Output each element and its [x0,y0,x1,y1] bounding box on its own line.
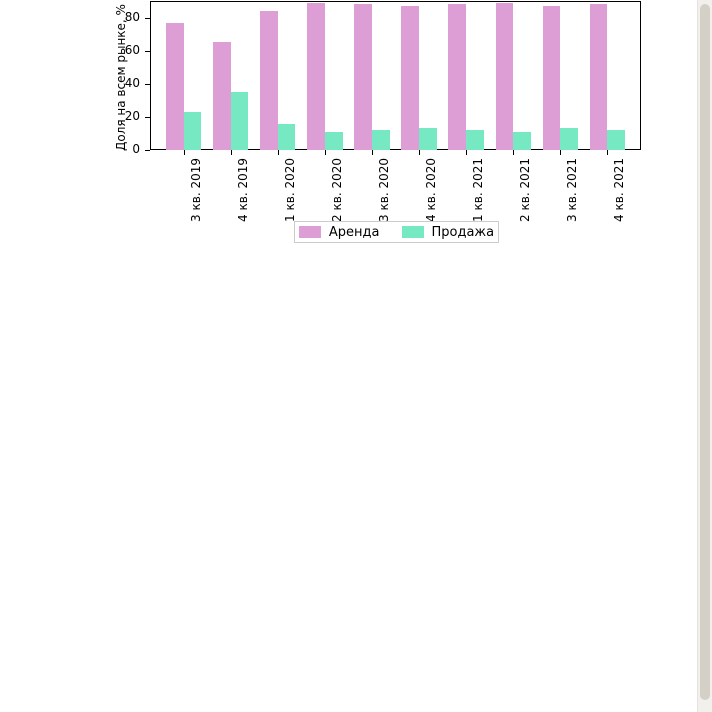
bar-sale [184,112,202,150]
legend-swatch [299,226,321,238]
x-tick-label: 1 кв. 2020 [283,158,297,222]
bar-rent [543,6,561,150]
bar-rent [448,4,466,150]
y-axis-label: Доля на всем рынке, % [114,4,128,151]
x-tick-label: 2 кв. 2021 [518,158,532,222]
bar-sale [607,130,625,150]
y-tick-mark [145,51,150,52]
legend-label: Аренда [329,225,380,240]
bar-sale [278,124,296,150]
x-tick-mark [560,150,561,155]
bar-sale [231,92,249,150]
bar-rent [307,3,325,150]
x-tick-label: 4 кв. 2019 [236,158,250,222]
x-tick-label: 3 кв. 2020 [377,158,391,222]
bar-rent [260,11,278,150]
legend-label: Продажа [432,225,495,240]
bar-sale [466,130,484,150]
legend-item: Продажа [402,225,495,240]
x-tick-mark [278,150,279,155]
bar-rent [590,4,608,150]
x-tick-mark [372,150,373,155]
y-tick-mark [145,150,150,151]
bar-rent [166,23,184,150]
bar-rent [354,4,372,150]
x-tick-mark [231,150,232,155]
bar-sale [513,132,531,150]
bar-rent [213,42,231,150]
y-tick-mark [145,117,150,118]
legend: Аренда Продажа [294,221,499,243]
x-tick-mark [419,150,420,155]
x-tick-mark [513,150,514,155]
x-tick-label: 4 кв. 2020 [424,158,438,222]
bar-sale [419,128,437,150]
x-tick-label: 3 кв. 2019 [189,158,203,222]
legend-swatch [402,226,424,238]
x-tick-label: 1 кв. 2021 [471,158,485,222]
bar-rent [401,6,419,150]
x-tick-mark [325,150,326,155]
vertical-scrollbar[interactable] [697,0,712,712]
x-tick-label: 3 кв. 2021 [565,158,579,222]
x-tick-label: 4 кв. 2021 [612,158,626,222]
bar-sale [372,130,390,150]
x-tick-mark [466,150,467,155]
y-tick-mark [145,18,150,19]
scrollbar-thumb[interactable] [700,4,710,700]
legend-item: Аренда [299,225,380,240]
x-tick-label: 2 кв. 2020 [330,158,344,222]
bar-rent [496,3,514,150]
x-tick-mark [607,150,608,155]
bar-sale [325,132,343,150]
bar-sale [560,128,578,150]
y-tick-mark [145,84,150,85]
x-tick-mark [184,150,185,155]
